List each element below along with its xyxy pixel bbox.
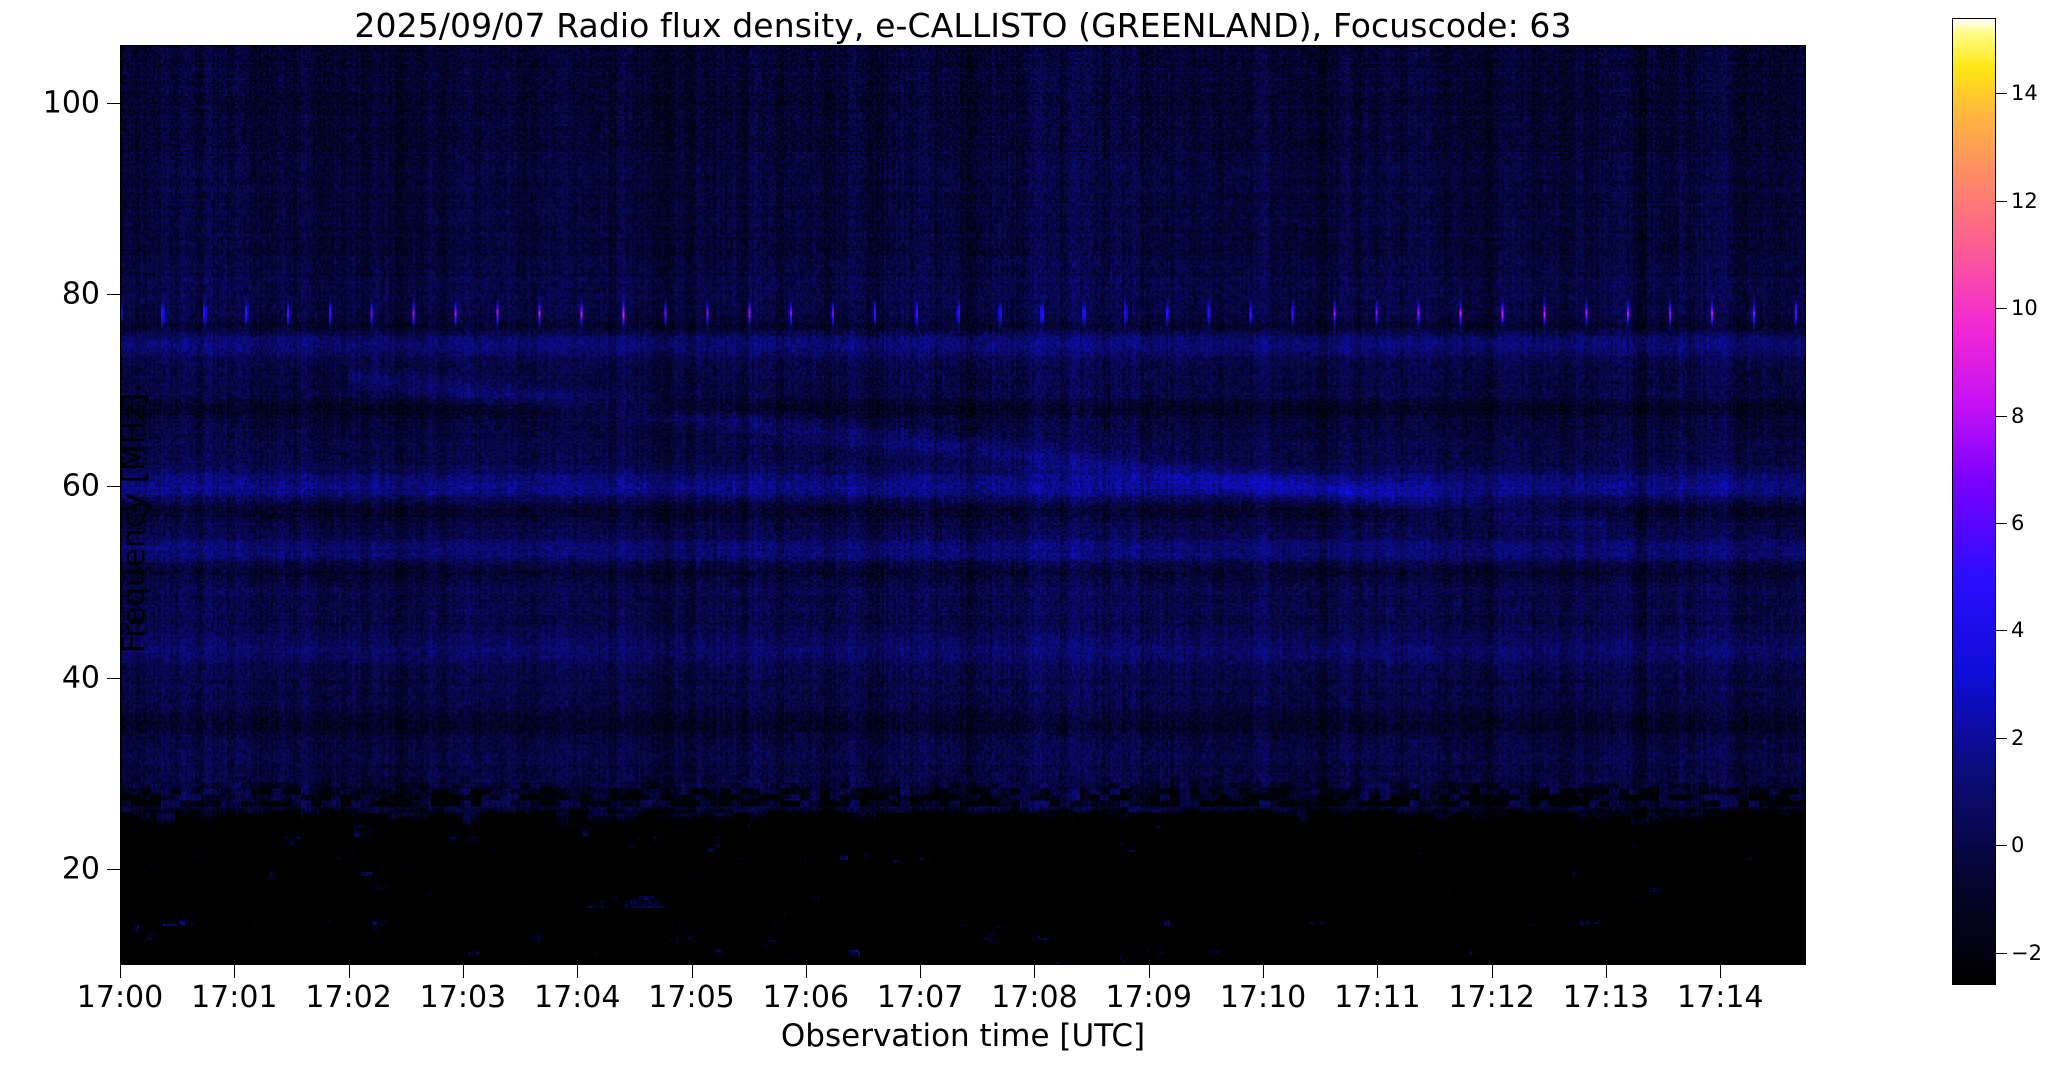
colorbar-tick-mark — [1996, 737, 2007, 739]
x-tick-mark — [1605, 965, 1607, 978]
x-tick-mark — [462, 965, 464, 978]
colorbar-tick-mark — [1996, 952, 2007, 954]
spectrogram-plot-area — [120, 45, 1806, 965]
colorbar-tick-label: 10 — [2011, 296, 2038, 321]
x-tick-mark — [1034, 965, 1036, 978]
x-tick-label: 17:05 — [648, 980, 735, 1015]
y-tick-mark — [107, 677, 120, 679]
y-tick-label: 80 — [61, 276, 100, 312]
x-tick-label: 17:11 — [1334, 980, 1421, 1015]
colorbar-tick-mark — [1996, 522, 2007, 524]
colorbar-tick-mark — [1996, 630, 2007, 632]
colorbar-tick-mark — [1996, 845, 2007, 847]
x-tick-label: 17:13 — [1562, 980, 1650, 1015]
colorbar-tick-mark — [1996, 308, 2007, 310]
colorbar-tick-label: 8 — [2011, 403, 2025, 428]
y-tick-mark — [107, 869, 120, 871]
x-tick-mark — [1377, 965, 1379, 978]
x-tick-label: 17:06 — [762, 980, 850, 1015]
colorbar-tick-label: 12 — [2011, 188, 2038, 213]
colorbar-tick-label: 14 — [2011, 81, 2038, 106]
colorbar-tick-mark — [1996, 200, 2007, 202]
y-tick-mark — [107, 294, 120, 296]
spectrogram-image — [121, 46, 1805, 964]
x-tick-mark — [1491, 965, 1493, 978]
x-tick-label: 17:01 — [191, 980, 278, 1015]
colorbar-tick-label: 4 — [2011, 618, 2025, 643]
x-tick-label: 17:10 — [1219, 980, 1307, 1015]
colorbar-tick-label: 6 — [2011, 510, 2025, 535]
x-tick-label: 17:07 — [876, 980, 964, 1015]
x-tick-mark — [234, 965, 236, 978]
x-tick-label: 17:09 — [1105, 980, 1192, 1015]
colorbar-tick-mark — [1996, 93, 2007, 95]
y-tick-mark — [107, 102, 120, 104]
x-tick-label: 17:03 — [419, 980, 507, 1015]
colorbar-tick-label: 0 — [2011, 833, 2025, 858]
y-axis-title: Frequency [MHz] — [116, 392, 152, 654]
y-tick-label: 40 — [61, 660, 100, 695]
x-tick-label: 17:04 — [533, 980, 621, 1015]
x-tick-mark — [120, 965, 121, 978]
y-tick-label: 60 — [61, 468, 100, 504]
x-tick-label: 17:02 — [305, 980, 392, 1015]
x-tick-mark — [805, 965, 807, 978]
x-tick-mark — [1148, 965, 1150, 978]
y-tick-label: 100 — [42, 85, 100, 120]
colorbar-tick-label: −2 — [2011, 940, 2042, 965]
x-tick-mark — [1720, 965, 1722, 978]
colorbar-tick-mark — [1996, 415, 2007, 417]
x-tick-label: 17:14 — [1677, 980, 1764, 1015]
colorbar-tick-label: 2 — [2011, 725, 2025, 750]
x-tick-mark — [1263, 965, 1265, 978]
x-tick-mark — [691, 965, 693, 978]
colorbar — [1952, 18, 1996, 985]
colorbar-gradient — [1953, 19, 1995, 984]
x-axis-title: Observation time [UTC] — [780, 1018, 1146, 1054]
y-tick-label: 20 — [61, 851, 100, 887]
x-tick-mark — [920, 965, 922, 978]
x-tick-label: 17:08 — [991, 980, 1078, 1015]
x-tick-label: 17:00 — [76, 980, 164, 1015]
x-tick-label: 17:12 — [1448, 980, 1535, 1015]
x-tick-mark — [577, 965, 579, 978]
y-tick-mark — [107, 485, 120, 487]
x-tick-mark — [348, 965, 350, 978]
chart-title: 2025/09/07 Radio flux density, e-CALLIST… — [354, 6, 1572, 45]
